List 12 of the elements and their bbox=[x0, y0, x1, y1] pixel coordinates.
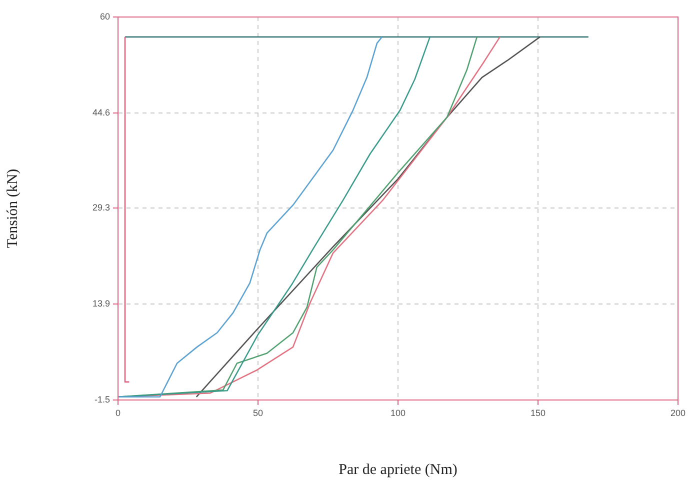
x-tick-label: 200 bbox=[670, 408, 686, 418]
y-tick-label: 13.9 bbox=[92, 298, 110, 309]
x-axis-title: Par de apriete (Nm) bbox=[338, 462, 458, 478]
x-tick-label: 50 bbox=[252, 408, 264, 418]
x-tick-label: 100 bbox=[390, 408, 406, 418]
y-tick-label: 44.6 bbox=[92, 107, 110, 118]
y-axis-title: Tensión (kN) bbox=[4, 168, 21, 248]
y-tick-label: 29.3 bbox=[92, 202, 110, 213]
y-tick-label: -1.5 bbox=[94, 394, 110, 404]
y-tick-label: 60 bbox=[100, 11, 110, 22]
x-tick-label: 0 bbox=[115, 408, 121, 418]
x-tick-label: 150 bbox=[530, 408, 546, 418]
